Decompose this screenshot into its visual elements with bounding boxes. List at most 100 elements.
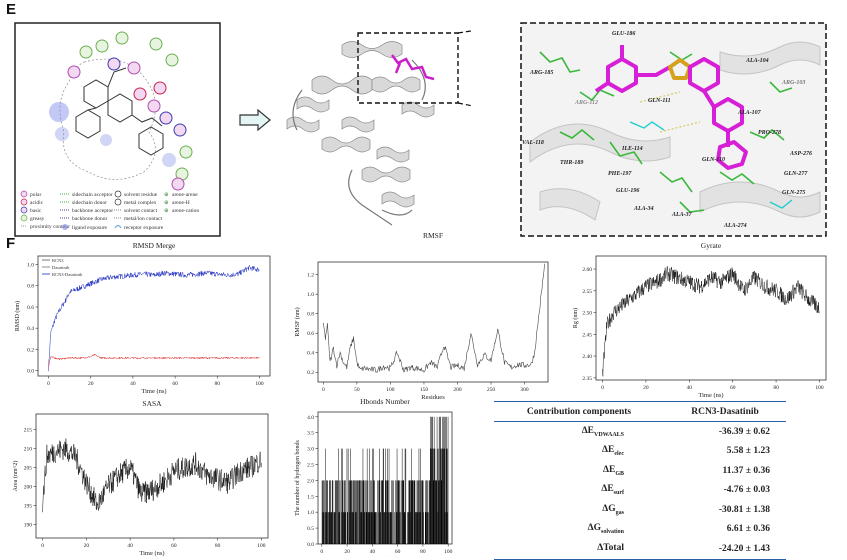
y-tick-label: 1.0 bbox=[307, 292, 314, 298]
binding-energy-table: Contribution components RCN3-Dasatinib Δ… bbox=[494, 401, 786, 560]
x-tick-label: 300 bbox=[520, 387, 529, 393]
x-tick-label: 250 bbox=[487, 387, 496, 393]
x-tick-label: 100 bbox=[444, 549, 453, 555]
table-header-complex: RCN3-Dasatinib bbox=[664, 402, 786, 422]
y-tick-label: 0.2 bbox=[307, 370, 314, 376]
table-header-row: Contribution components RCN3-Dasatinib bbox=[494, 402, 786, 422]
y-axis-label: RMSD (nm) bbox=[14, 301, 21, 331]
row-term: ΔE bbox=[582, 426, 594, 436]
x-tick-label: 0 bbox=[322, 387, 325, 393]
y-tick-label: 205 bbox=[24, 465, 33, 471]
row-term: ΔG bbox=[602, 504, 615, 514]
y-tick-label: 0.2 bbox=[27, 347, 34, 353]
table-row: ΔTotal -24.20 ± 1.43 bbox=[494, 539, 786, 559]
y-tick-label: 1.5 bbox=[307, 494, 314, 500]
y-tick-label: 215 bbox=[24, 427, 33, 433]
row-term: ΔTotal bbox=[597, 543, 624, 553]
y-tick-label: 0.4 bbox=[27, 326, 34, 332]
y-tick-label: 0.6 bbox=[27, 305, 34, 311]
y-tick-label: 0.0 bbox=[307, 542, 314, 548]
legend-entry: RCN3-Dasatinib bbox=[52, 272, 83, 277]
table-row: ΔEGB 11.37 ± 0.36 bbox=[494, 461, 786, 481]
table-row: ΔGgas -30.81 ± 1.38 bbox=[494, 500, 786, 520]
row-term: ΔG bbox=[588, 523, 601, 533]
x-tick-label: 20 bbox=[344, 549, 350, 555]
y-tick-label: 2.60 bbox=[582, 267, 592, 273]
y-tick-label: 195 bbox=[24, 504, 33, 510]
x-tick-label: 0 bbox=[320, 549, 323, 555]
x-tick-label: 100 bbox=[255, 381, 264, 387]
x-tick-label: 80 bbox=[215, 381, 221, 387]
row-term-subscript: GB bbox=[615, 471, 624, 477]
y-tick-label: 2.5 bbox=[307, 462, 314, 468]
x-tick-label: 40 bbox=[370, 549, 376, 555]
y-tick-label: 0.8 bbox=[27, 284, 34, 290]
x-axis-label: Time (ns) bbox=[139, 550, 164, 557]
row-term-subscript: gas bbox=[616, 510, 624, 516]
table-row: ΔEelec 5.58 ± 1.23 bbox=[494, 442, 786, 462]
y-axis-label: The number of hydrogen bonds bbox=[294, 440, 301, 516]
y-tick-label: 0.4 bbox=[307, 351, 314, 357]
chart-rmsf: RMSF 0 50 100 150 200 250 300 0.2 0.4 0.6 0.8 1.0 1.2… bbox=[294, 231, 548, 401]
x-tick-label: 60 bbox=[172, 381, 178, 387]
row-term-subscript: solvation bbox=[601, 529, 624, 535]
x-tick-label: 20 bbox=[84, 543, 90, 549]
row-term: ΔE bbox=[601, 484, 613, 494]
row-value: -24.20 ± 1.43 bbox=[664, 539, 786, 559]
x-tick-label: 0 bbox=[601, 385, 604, 391]
row-term-subscript: VDWAALS bbox=[594, 432, 624, 438]
x-tick-label: 60 bbox=[395, 549, 401, 555]
x-tick-label: 40 bbox=[130, 381, 136, 387]
y-tick-label: 1.0 bbox=[307, 510, 314, 516]
row-term: ΔE bbox=[603, 465, 615, 475]
y-tick-label: 2.0 bbox=[307, 478, 314, 484]
x-tick-label: 150 bbox=[420, 387, 429, 393]
chart-title: RMSF bbox=[423, 231, 443, 240]
x-axis-label: Residues bbox=[421, 394, 445, 401]
y-tick-label: 0.8 bbox=[307, 312, 314, 318]
x-tick-label: 200 bbox=[453, 387, 462, 393]
x-tick-label: 100 bbox=[386, 387, 395, 393]
y-axis-label: Rg (nm) bbox=[572, 308, 579, 328]
row-value: -4.76 ± 0.03 bbox=[664, 481, 786, 501]
y-tick-label: 0.6 bbox=[307, 331, 314, 337]
y-tick-label: 0.5 bbox=[307, 526, 314, 532]
y-tick-label: 2.40 bbox=[582, 354, 592, 360]
table-row: ΔGsolvation 6.61 ± 0.36 bbox=[494, 520, 786, 540]
x-tick-label: 60 bbox=[171, 543, 177, 549]
y-tick-label: 210 bbox=[24, 446, 33, 452]
table-header-components: Contribution components bbox=[494, 402, 664, 422]
y-tick-label: 1.2 bbox=[307, 273, 314, 279]
chart-title: Gyrate bbox=[701, 241, 722, 250]
y-tick-label: 2.45 bbox=[582, 332, 592, 338]
row-value: 6.61 ± 0.36 bbox=[664, 520, 786, 540]
y-tick-label: 200 bbox=[24, 484, 33, 490]
x-tick-label: 80 bbox=[773, 385, 779, 391]
y-axis-label: RMSF (nm) bbox=[294, 307, 301, 336]
table-row: ΔEVDWAALS -36.39 ± 0.62 bbox=[494, 422, 786, 442]
row-term: ΔE bbox=[602, 445, 614, 455]
x-tick-label: 0 bbox=[41, 543, 44, 549]
x-tick-label: 50 bbox=[354, 387, 360, 393]
x-tick-label: 100 bbox=[815, 385, 824, 391]
legend-entry: Dasatinib bbox=[52, 265, 70, 270]
row-value: 5.58 ± 1.23 bbox=[664, 442, 786, 462]
y-tick-label: 2.35 bbox=[582, 376, 592, 382]
x-tick-label: 20 bbox=[88, 381, 94, 387]
row-value: -36.39 ± 0.62 bbox=[664, 422, 786, 442]
y-tick-label: 1.0 bbox=[27, 262, 34, 268]
row-term-subscript: elec bbox=[614, 451, 624, 457]
table-row: ΔEsurf -4.76 ± 0.03 bbox=[494, 481, 786, 501]
y-tick-label: 190 bbox=[24, 523, 33, 529]
x-tick-label: 100 bbox=[257, 543, 266, 549]
x-tick-label: 20 bbox=[643, 385, 649, 391]
x-axis-label: Time (ns) bbox=[141, 388, 166, 395]
plot-frame bbox=[36, 414, 268, 538]
x-tick-label: 40 bbox=[687, 385, 693, 391]
row-term-subscript: surf bbox=[614, 490, 624, 496]
plot-frame bbox=[596, 256, 826, 380]
chart-title: RMSD Merge bbox=[133, 241, 176, 250]
